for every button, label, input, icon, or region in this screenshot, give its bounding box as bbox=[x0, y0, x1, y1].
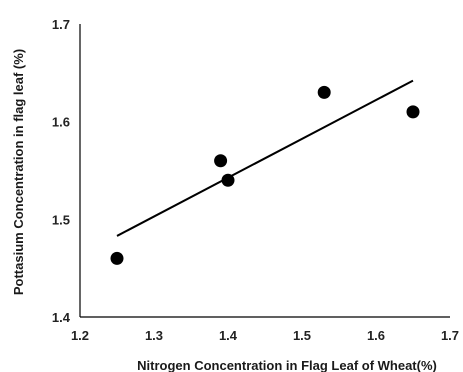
axes bbox=[79, 24, 450, 318]
data-point bbox=[221, 173, 235, 187]
x-tick-label: 1.5 bbox=[293, 328, 311, 343]
y-tick-label: 1.4 bbox=[52, 310, 71, 325]
x-tick-label: 1.6 bbox=[367, 328, 385, 343]
x-axis-title: Nitrogen Concentration in Flag Leaf of W… bbox=[137, 358, 437, 372]
data-points bbox=[110, 85, 420, 265]
x-tick-label: 1.4 bbox=[219, 328, 238, 343]
trendline bbox=[116, 79, 414, 237]
data-point bbox=[110, 251, 124, 265]
x-tick-label: 1.2 bbox=[71, 328, 89, 343]
x-axis-ticks: 1.2 1.3 1.4 1.5 1.6 1.7 bbox=[71, 328, 459, 343]
data-point bbox=[317, 85, 331, 99]
y-tick-label: 1.6 bbox=[52, 115, 70, 130]
x-tick-label: 1.3 bbox=[145, 328, 163, 343]
y-tick-label: 1.5 bbox=[52, 212, 70, 227]
x-tick-label: 1.7 bbox=[441, 328, 459, 343]
data-point bbox=[406, 105, 420, 119]
y-tick-label: 1.7 bbox=[52, 17, 70, 32]
data-point bbox=[214, 154, 228, 168]
trendline-group bbox=[116, 79, 414, 237]
y-axis-ticks: 1.4 1.5 1.6 1.7 bbox=[52, 17, 71, 325]
y-axis-title: Pottasium Concentration in flag leaf (%) bbox=[11, 49, 26, 295]
